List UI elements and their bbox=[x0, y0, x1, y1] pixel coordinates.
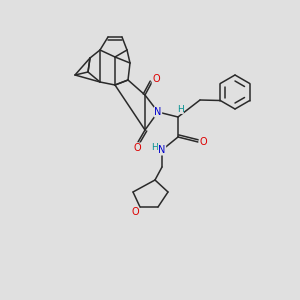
Text: H: H bbox=[152, 143, 158, 152]
Text: O: O bbox=[133, 143, 141, 153]
Text: N: N bbox=[154, 107, 162, 117]
Text: O: O bbox=[131, 207, 139, 217]
Text: H: H bbox=[177, 104, 183, 113]
Text: N: N bbox=[158, 145, 166, 155]
Text: O: O bbox=[199, 137, 207, 147]
Text: O: O bbox=[152, 74, 160, 84]
